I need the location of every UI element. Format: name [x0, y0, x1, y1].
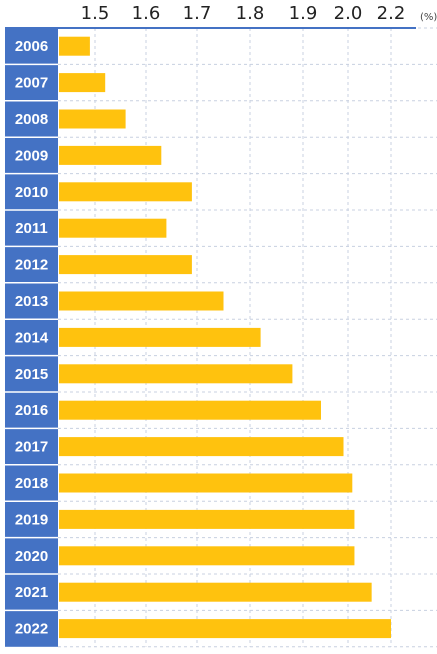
category-label: 2012	[15, 257, 48, 274]
category-labels: 2006 2007 2008 2009 2010 2011 2012 2013 2014 2015…	[5, 38, 58, 638]
bar	[59, 182, 192, 202]
bar	[59, 36, 90, 56]
bar	[59, 364, 293, 384]
unit-label: (%)	[420, 12, 437, 23]
category-label: 2021	[15, 584, 48, 601]
category-label: 2010	[15, 184, 48, 201]
x-tick-label: 2.2	[377, 3, 406, 24]
bar	[59, 400, 321, 420]
category-label: 2007	[15, 75, 48, 92]
category-label: 2014	[15, 329, 49, 346]
bar	[59, 327, 261, 347]
x-tick-labels: 1.5 1.6 1.7 1.8 1.9 2.0 2.2	[81, 3, 406, 24]
bar	[59, 437, 344, 457]
category-label: 2022	[15, 621, 48, 638]
category-label: 2017	[15, 439, 48, 456]
category-label: 2009	[15, 147, 48, 164]
x-tick-label: 1.7	[183, 3, 212, 24]
category-label: 2013	[15, 293, 48, 310]
bar	[59, 291, 224, 311]
category-label: 2018	[15, 475, 48, 492]
category-label: 2008	[15, 111, 48, 128]
bar	[59, 582, 372, 602]
category-label: 2011	[15, 220, 48, 237]
x-tick-label: 2.0	[334, 3, 363, 24]
x-tick-label: 1.6	[132, 3, 161, 24]
bars	[59, 36, 391, 639]
bar	[59, 145, 162, 165]
x-tick-label: 1.9	[289, 3, 318, 24]
bar	[59, 619, 391, 639]
category-label: 2016	[15, 402, 48, 419]
category-label: 2006	[15, 38, 48, 55]
bar	[59, 73, 106, 93]
bar	[59, 509, 355, 529]
category-band	[5, 28, 58, 647]
grid-lines	[58, 27, 437, 648]
bar	[59, 109, 126, 129]
bar	[59, 546, 355, 566]
category-label: 2015	[15, 366, 48, 383]
x-tick-label: 1.8	[236, 3, 265, 24]
category-label: 2020	[15, 548, 48, 565]
bar	[59, 255, 192, 275]
category-label: 2019	[15, 511, 48, 528]
bar	[59, 218, 167, 238]
x-tick-label: 1.5	[81, 3, 110, 24]
bar	[59, 473, 353, 493]
